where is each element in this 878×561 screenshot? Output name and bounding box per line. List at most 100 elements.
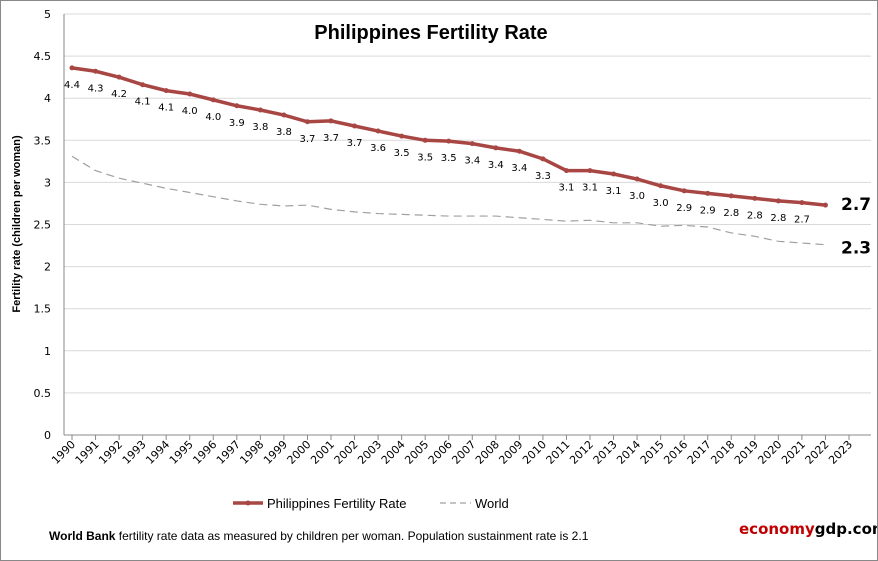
x-tick-label: 2021 [779, 438, 808, 467]
x-tick-label: 1994 [143, 438, 172, 467]
x-tick-label: 2023 [826, 438, 855, 467]
x-tick-label: 2022 [803, 438, 832, 467]
x-tick-label: 2010 [520, 438, 549, 467]
data-label: 3.7 [323, 133, 339, 144]
data-point [752, 195, 758, 201]
data-label: 3.8 [252, 122, 268, 133]
data-label: 3.0 [629, 191, 645, 202]
brand-logo: economygdp.com [739, 520, 877, 538]
x-tick-label: 2020 [755, 438, 784, 467]
x-tick-label: 1991 [73, 438, 102, 467]
data-label: 3.7 [347, 138, 363, 149]
y-tick-label: 3.5 [34, 134, 52, 147]
data-label: 2.8 [723, 208, 739, 219]
data-label: 4.0 [205, 112, 221, 123]
y-tick-label: 0 [44, 429, 51, 442]
data-label: 2.9 [676, 203, 692, 214]
data-point [210, 97, 216, 103]
data-label: 3.3 [535, 171, 551, 182]
x-tick-label: 2015 [638, 438, 667, 467]
brand-part1: economy [739, 520, 815, 538]
data-point [516, 148, 522, 154]
data-label: 3.9 [229, 118, 245, 129]
data-point [540, 156, 546, 162]
x-tick-label: 2012 [567, 438, 596, 467]
data-point [328, 118, 334, 124]
x-tick-label: 1995 [167, 438, 196, 467]
series-line-world [71, 155, 826, 246]
data-label: 3.1 [606, 186, 622, 197]
footer-source: World Bank [49, 529, 116, 543]
data-point [799, 200, 805, 206]
series-line-philippines [71, 66, 826, 207]
data-point [163, 88, 169, 94]
data-point [140, 82, 146, 88]
end-label-philippines: 2.7 [841, 195, 871, 215]
data-point [93, 68, 99, 74]
x-tick-label: 1999 [261, 438, 290, 467]
legend-marker [245, 500, 251, 506]
data-point [469, 141, 475, 147]
data-label: 2.9 [700, 205, 716, 216]
data-point [304, 119, 310, 125]
data-label: 4.1 [158, 103, 174, 114]
brand-part2: gdp.com [814, 520, 877, 538]
y-tick-label: 4.5 [34, 50, 52, 63]
footer-note: World Bank fertility rate data as measur… [49, 529, 588, 543]
x-tick-label: 1996 [190, 438, 219, 467]
data-label: 4.0 [182, 106, 198, 117]
data-point [281, 112, 287, 118]
x-tick-label: 2009 [496, 438, 525, 467]
data-label: 2.7 [794, 215, 810, 226]
y-tick-label: 4 [44, 92, 51, 105]
y-tick-label: 1 [44, 345, 51, 358]
y-tick-label: 2.5 [34, 219, 52, 232]
data-label: 3.8 [276, 127, 292, 138]
x-tick-label: 2008 [473, 438, 502, 467]
footer-text: fertility rate data as measured by child… [115, 529, 589, 543]
data-label: 3.5 [441, 153, 457, 164]
data-label: 4.2 [111, 89, 127, 100]
x-tick-label: 1990 [49, 438, 78, 467]
y-axis-label: Fertility rate (children per woman) [11, 135, 23, 313]
data-point [775, 198, 781, 204]
data-point [187, 91, 193, 97]
data-label: 3.7 [300, 134, 316, 145]
x-tick-label: 2017 [685, 438, 714, 467]
data-point [399, 133, 405, 139]
data-label: 3.6 [370, 143, 386, 154]
x-tick-label: 2007 [449, 438, 478, 467]
x-tick-label: 2006 [426, 438, 455, 467]
x-tick-label: 1997 [214, 438, 243, 467]
data-label: 4.4 [64, 80, 80, 91]
data-point [446, 138, 452, 144]
data-label: 3.4 [464, 156, 480, 167]
x-tick-label: 2014 [614, 438, 643, 467]
y-tick-label: 3 [44, 176, 51, 189]
data-point [116, 74, 122, 80]
data-label: 4.3 [88, 83, 104, 94]
data-point [352, 123, 358, 129]
legend-label-world: World [475, 496, 509, 511]
data-point [681, 188, 687, 194]
x-tick-label: 2011 [544, 438, 573, 467]
data-point [822, 202, 828, 208]
y-tick-label: 0.5 [34, 387, 52, 400]
end-label-world: 2.3 [841, 239, 871, 259]
y-tick-label: 5 [44, 8, 51, 21]
data-point [234, 103, 240, 109]
x-tick-label: 2004 [379, 438, 408, 467]
data-point [375, 128, 381, 134]
data-label: 3.4 [511, 163, 527, 174]
data-point [587, 168, 593, 174]
y-tick-label: 2 [44, 261, 51, 274]
y-tick-label: 1.5 [34, 303, 52, 316]
legend-label-philippines: Philippines Fertility Rate [267, 496, 406, 511]
data-point [257, 107, 263, 113]
x-tick-label: 2002 [332, 438, 361, 467]
x-tick-label: 2005 [402, 438, 431, 467]
x-tick-label: 2001 [308, 438, 337, 467]
data-label: 3.1 [559, 183, 575, 194]
